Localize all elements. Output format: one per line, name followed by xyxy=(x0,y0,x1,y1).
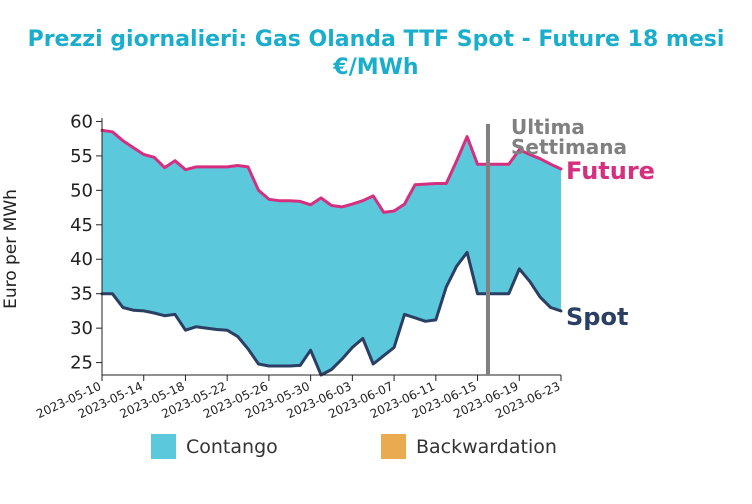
legend-label-backwardation: Backwardation xyxy=(416,436,557,458)
chart-title: Prezzi giornalieri: Gas Olanda TTF Spot … xyxy=(28,27,725,52)
y-tick-label: 40 xyxy=(70,249,93,270)
y-tick-label: 60 xyxy=(70,111,93,132)
vline-annotation: Ultima Settimana xyxy=(511,115,627,159)
contango-area xyxy=(102,130,561,375)
legend: Contango Backwardation xyxy=(151,434,557,459)
legend-swatch-backwardation xyxy=(381,434,406,459)
y-axis-label: Euro per MWh xyxy=(1,189,21,309)
y-tick-label: 25 xyxy=(70,353,93,374)
vline-label-line-2: Settimana xyxy=(511,135,627,159)
y-tick-label: 35 xyxy=(70,284,93,305)
y-tick-label: 30 xyxy=(70,318,93,339)
y-tick-label: 50 xyxy=(70,180,93,201)
legend-label-contango: Contango xyxy=(186,436,278,458)
chart-subtitle: €/MWh xyxy=(332,55,418,80)
legend-swatch-contango xyxy=(151,434,176,459)
spot-line xyxy=(100,250,563,377)
future-line xyxy=(100,128,563,214)
vline-label-line-1: Ultima xyxy=(511,115,585,139)
future-series-label: Future xyxy=(566,157,655,185)
spot-series-label: Spot xyxy=(566,303,628,331)
y-tick-label: 55 xyxy=(70,146,93,167)
plot-area: 25303540455055602023-05-102023-05-142023… xyxy=(34,111,563,421)
y-tick-label: 45 xyxy=(70,215,93,236)
